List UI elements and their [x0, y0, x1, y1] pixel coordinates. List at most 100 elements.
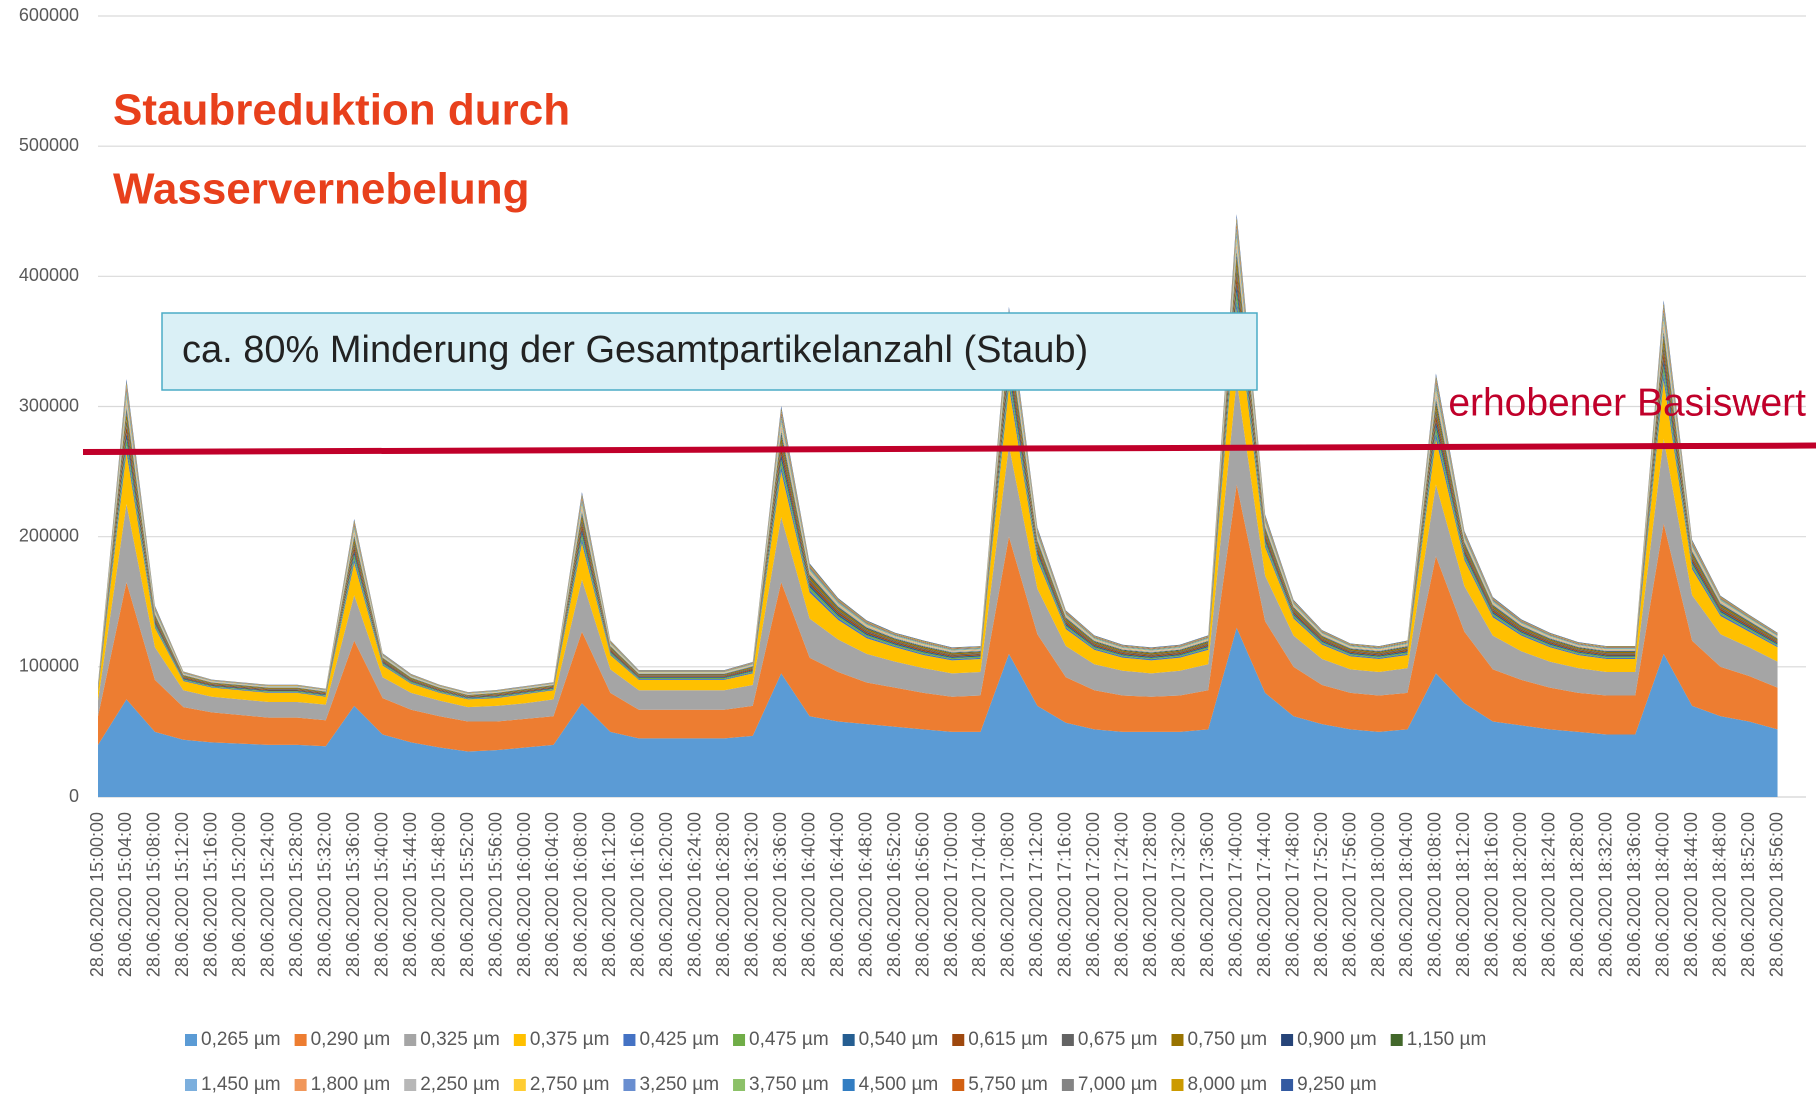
x-tick-label: 28.06.2020 18:00:00 — [1368, 812, 1388, 977]
overlay: erhobener Basiswert Staubreduktion durch W… — [82, 86, 1816, 1095]
x-tick-label: 28.06.2020 15:40:00 — [371, 812, 391, 977]
legend-label: 3,250 µm — [639, 1074, 719, 1095]
x-tick-label: 28.06.2020 17:16:00 — [1055, 812, 1075, 977]
x-tick-label: 28.06.2020 18:04:00 — [1396, 812, 1416, 977]
y-tick-label: 400000 — [19, 265, 79, 285]
area — [98, 627, 1778, 797]
y-tick-label: 600000 — [19, 5, 79, 25]
legend-swatch — [513, 1079, 526, 1091]
x-tick-label: 28.06.2020 15:32:00 — [314, 812, 334, 977]
x-tick-label: 28.06.2020 17:40:00 — [1225, 812, 1245, 977]
legend-swatch — [1061, 1079, 1074, 1091]
legend-label: 9,250 µm — [1297, 1074, 1377, 1095]
legend-label: 0,375 µm — [530, 1029, 610, 1050]
legend-swatch — [185, 1079, 197, 1091]
x-tick-label: 28.06.2020 15:48:00 — [428, 812, 448, 977]
x-tick-label: 28.06.2020 16:16:00 — [628, 812, 648, 977]
chart-title: Wasservernebelung — [113, 165, 530, 214]
legend-swatch — [513, 1034, 526, 1046]
x-tick-label: 28.06.2020 15:04:00 — [115, 812, 135, 977]
legend-label: 0,425 µm — [639, 1029, 719, 1050]
x-tick-label: 28.06.2020 17:56:00 — [1339, 812, 1359, 977]
x-tick-label: 28.06.2020 17:48:00 — [1282, 812, 1302, 977]
x-tick-label: 28.06.2020 17:12:00 — [1026, 812, 1046, 977]
legend-label: 1,450 µm — [201, 1074, 281, 1095]
legend-label: 0,325 µm — [420, 1029, 500, 1050]
legend-swatch — [1061, 1034, 1074, 1046]
x-tick-label: 28.06.2020 17:08:00 — [998, 812, 1018, 977]
x-tick-label: 28.06.2020 15:52:00 — [457, 812, 477, 977]
x-tick-label: 28.06.2020 17:52:00 — [1311, 812, 1331, 977]
x-tick-label: 28.06.2020 15:28:00 — [286, 812, 306, 977]
legend-label: 0,750 µm — [1187, 1029, 1267, 1050]
legend-label: 1,800 µm — [311, 1074, 391, 1095]
chart-title: Staubreduktion durch — [113, 86, 570, 135]
x-tick-label: 28.06.2020 18:12:00 — [1453, 812, 1473, 977]
x-tick-label: 28.06.2020 18:16:00 — [1482, 812, 1502, 977]
legend-label: 3,750 µm — [749, 1074, 829, 1095]
plot-areas — [98, 214, 1778, 797]
x-tick-label: 28.06.2020 15:16:00 — [201, 812, 221, 977]
x-tick-label: 28.06.2020 15:20:00 — [229, 812, 249, 977]
area — [98, 258, 1778, 697]
legend-swatch — [733, 1079, 746, 1091]
x-tick-label: 28.06.2020 16:44:00 — [827, 812, 847, 977]
legend-swatch — [1171, 1034, 1184, 1046]
x-tick-label: 28.06.2020 15:00:00 — [87, 812, 107, 977]
x-tick-label: 28.06.2020 18:24:00 — [1539, 812, 1559, 977]
x-tick-label: 28.06.2020 18:44:00 — [1681, 812, 1701, 977]
x-tick-label: 28.06.2020 18:48:00 — [1709, 812, 1729, 977]
x-tick-label: 28.06.2020 17:32:00 — [1168, 812, 1188, 977]
y-tick-label: 300000 — [19, 395, 79, 415]
area — [98, 484, 1778, 752]
x-tick-label: 28.06.2020 16:04:00 — [542, 812, 562, 977]
x-tick-label: 28.06.2020 17:04:00 — [969, 812, 989, 977]
x-tick-label: 28.06.2020 18:52:00 — [1738, 812, 1758, 977]
x-tick-label: 28.06.2020 15:56:00 — [485, 812, 505, 977]
area — [98, 308, 1778, 708]
legend-label: 7,000 µm — [1078, 1074, 1158, 1095]
x-tick-label: 28.06.2020 17:44:00 — [1254, 812, 1274, 977]
legend-label: 5,750 µm — [968, 1074, 1048, 1095]
x-tick-label: 28.06.2020 17:24:00 — [1112, 812, 1132, 977]
x-tick-label: 28.06.2020 16:40:00 — [798, 812, 818, 977]
x-tick-label: 28.06.2020 16:52:00 — [884, 812, 904, 977]
x-tick-label: 28.06.2020 17:20:00 — [1083, 812, 1103, 977]
x-tick-label: 28.06.2020 18:36:00 — [1624, 812, 1644, 977]
legend-label: 4,500 µm — [859, 1074, 939, 1095]
legend-swatch — [842, 1034, 855, 1046]
x-tick-label: 28.06.2020 18:40:00 — [1652, 812, 1672, 977]
x-tick-label: 28.06.2020 16:36:00 — [770, 812, 790, 977]
legend-swatch — [623, 1034, 636, 1046]
legend-swatch — [294, 1079, 307, 1091]
legend-label: 0,290 µm — [311, 1029, 391, 1050]
legend-swatch — [733, 1034, 746, 1046]
x-tick-label: 28.06.2020 15:36:00 — [343, 812, 363, 977]
legend-label: 2,250 µm — [420, 1074, 500, 1095]
x-tick-label: 28.06.2020 16:56:00 — [912, 812, 932, 977]
grid: 0 100000 200000 300000 400000 500000 600000 28.… — [19, 5, 1806, 977]
legend-swatch — [1281, 1034, 1294, 1046]
x-tick-label: 28.06.2020 15:44:00 — [400, 812, 420, 977]
x-tick-label: 28.06.2020 16:00:00 — [514, 812, 534, 977]
area — [98, 275, 1778, 698]
legend-swatch — [185, 1034, 197, 1046]
x-tick-label: 28.06.2020 15:12:00 — [172, 812, 192, 977]
x-tick-label: 28.06.2020 15:08:00 — [144, 812, 164, 977]
annotation: ca. 80% Minderung der Gesamtpartikelanza… — [182, 329, 1088, 371]
legend-swatch — [842, 1079, 855, 1091]
y-tick-label: 200000 — [19, 525, 79, 545]
x-tick-label: 28.06.2020 16:32:00 — [741, 812, 761, 977]
annotation-box — [161, 312, 1258, 391]
legend-label: 8,000 µm — [1187, 1074, 1267, 1095]
area — [98, 380, 1778, 722]
legend-swatch — [1390, 1034, 1403, 1046]
x-tick-label: 28.06.2020 18:32:00 — [1595, 812, 1615, 977]
x-tick-label: 28.06.2020 16:12:00 — [599, 812, 619, 977]
area — [98, 283, 1778, 699]
x-tick-label: 28.06.2020 16:08:00 — [571, 812, 591, 977]
legend-swatch — [294, 1034, 307, 1046]
x-tick-label: 28.06.2020 18:20:00 — [1510, 812, 1530, 977]
legend-label: 0,900 µm — [1297, 1029, 1377, 1050]
reference-line — [82, 442, 1816, 456]
